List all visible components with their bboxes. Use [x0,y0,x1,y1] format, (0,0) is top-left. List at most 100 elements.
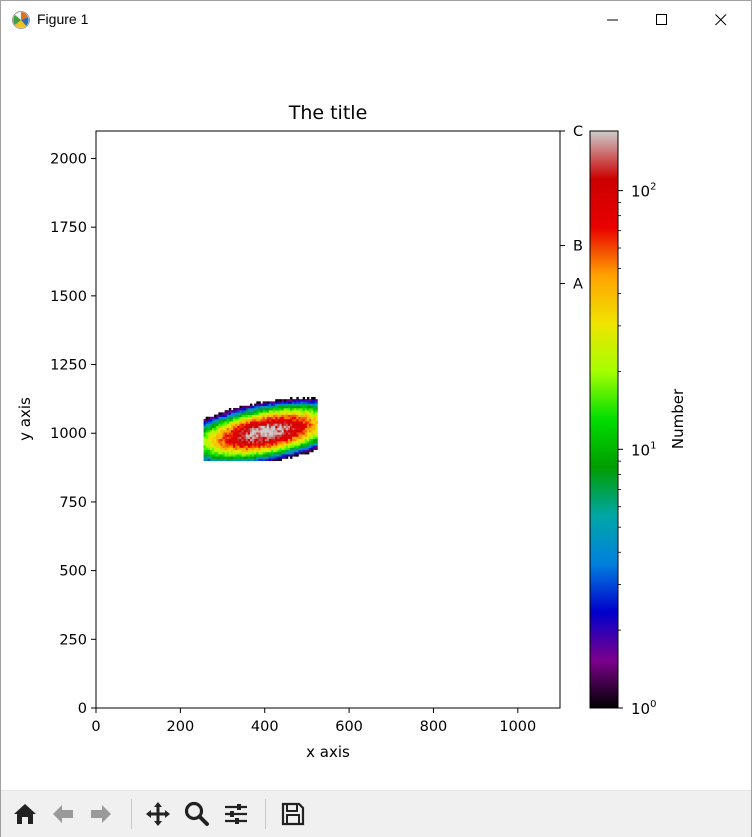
heatmap-cell [218,436,221,440]
heatmap-cell [224,429,228,433]
home-button[interactable] [9,798,41,830]
heatmap-cell [224,425,228,429]
heatmap-cell [309,418,312,422]
heatmap-cell [277,410,280,413]
heatmap-cell [228,427,232,431]
heatmap-cell [266,456,270,459]
heatmap-cell [287,401,291,404]
pan-button[interactable] [142,798,174,830]
heatmap-cell [226,456,230,459]
heatmap-cell [277,401,280,404]
heatmap-cell [252,438,255,442]
heatmap-cell [249,423,253,426]
heatmap-cell [252,456,255,459]
heatmap-cell [226,429,230,433]
heatmap-cell [306,438,310,442]
heatmap-cell [298,412,301,415]
heatmap-cell [294,405,297,409]
heatmap-cell [283,449,287,453]
heatmap-cell [241,447,244,451]
heatmap-cell [241,443,244,446]
maximize-button[interactable] [639,1,685,39]
heatmap-cell [252,425,255,429]
heatmap-cell [252,458,255,462]
heatmap-cell [285,440,289,444]
heatmap-cell [226,423,230,426]
heatmap-cell [239,421,242,424]
zoom-button[interactable] [181,798,213,830]
chart-svg: The title 0 200 400 600 800 1000 0 250 500 750 10… [16,102,687,761]
heatmap-cell [256,416,259,420]
heatmap-cell [212,421,215,424]
heatmap-cell [264,427,268,431]
heatmap-cell [281,401,285,404]
heatmap-cell [277,456,280,459]
heatmap-cell [283,414,287,418]
secondary-y-axis-ticks: A B C [560,124,583,292]
figure-canvas[interactable]: The title 0 200 400 600 800 1000 0 250 500 750 10… [1,39,751,789]
heatmap-cell [262,456,266,459]
heatmap-cell [287,407,291,411]
heatmap-cell [260,425,263,429]
heatmap-cell [254,458,257,462]
heatmap-cell [292,403,295,407]
heatmap-cell [264,403,268,407]
heatmap-cell [256,427,259,431]
heatmap-cell [254,438,257,442]
heatmap-cell [304,443,308,446]
close-button[interactable] [698,1,744,39]
heatmap-cell [216,449,219,453]
heatmap-cell [262,432,266,435]
heatmap-cell [245,434,249,437]
heatmap-cell [254,416,257,420]
heatmap-cell [226,451,230,455]
heatmap-cell [279,418,282,422]
heatmap-cell [298,407,301,411]
heatmap-cell [258,403,261,407]
heatmap-cell [275,403,278,407]
heatmap-cell [275,414,278,418]
heatmap-cell [203,427,206,431]
heatmap-cell [205,436,209,440]
save-button[interactable] [277,798,309,830]
heatmap-cell [249,434,253,437]
heatmap-cell [300,407,303,411]
heatmap-cell [222,421,225,424]
heatmap-cell [220,429,223,433]
heatmap-cell [258,410,261,413]
heatmap-cell [264,434,268,437]
heatmap-cell [298,436,301,440]
heatmap-cell [230,416,234,420]
heatmap-cell [264,412,268,415]
heatmap-cell [273,451,276,455]
heatmap-cell [315,416,318,420]
heatmap-cell [277,418,280,422]
heatmap-cell [275,421,278,424]
heatmap-cell [311,423,314,426]
heatmap-cell [239,423,242,426]
heatmap-cell [292,445,295,448]
heatmap-cell [275,451,278,455]
heatmap-cell [264,401,268,404]
heatmap-cell [209,449,213,453]
heatmap-cell [239,434,242,437]
heatmap-cell [260,410,263,413]
heatmap-cell [285,418,289,422]
heatmap-cell [218,412,221,415]
heatmap-cell [302,407,306,411]
heatmap-cell [256,401,259,404]
heatmap-cell [245,438,249,442]
heatmap-cell [203,445,206,448]
heatmap-cell [254,429,257,433]
heatmap-cell [273,443,276,446]
heatmap-cell [306,434,310,437]
back-button[interactable] [47,798,79,830]
minimize-button[interactable] [590,1,636,39]
heatmap-cell [228,456,232,459]
forward-button[interactable] [85,798,117,830]
heatmap-cell [273,449,276,453]
configure-subplots-button[interactable] [220,798,252,830]
heatmap-cell [283,423,287,426]
heatmap-cell [254,425,257,429]
heatmap-cell [283,454,287,457]
